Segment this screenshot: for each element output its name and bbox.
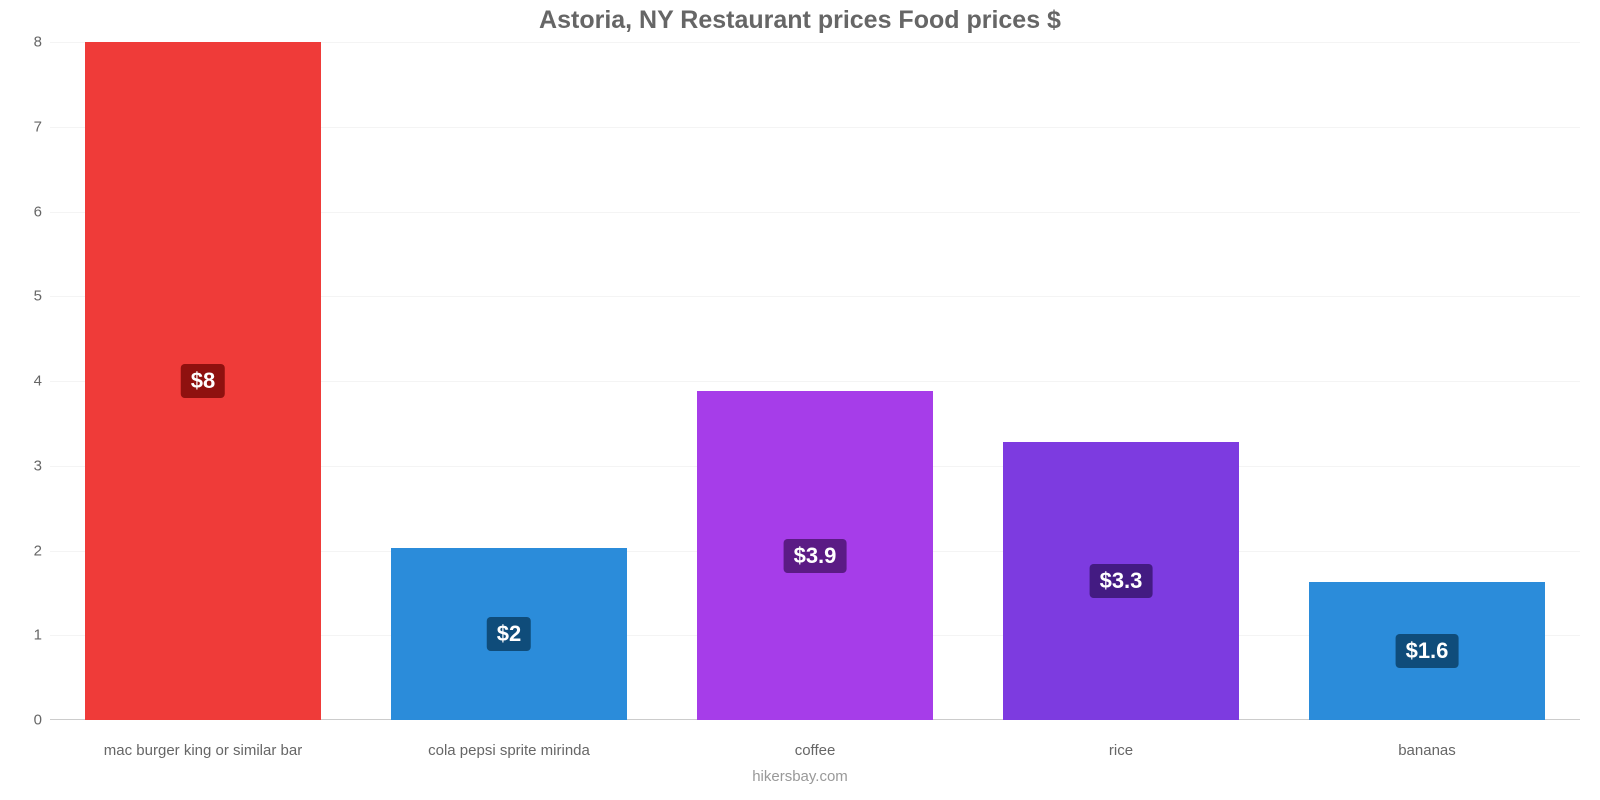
x-tick-label: coffee [795,742,836,759]
plot-area: 012345678$8mac burger king or similar ba… [50,42,1580,720]
price-bar-chart: Astoria, NY Restaurant prices Food price… [0,0,1600,800]
bar-value-label: $3.3 [1090,564,1153,598]
bar-value-label: $3.9 [784,539,847,573]
bar-value-label: $1.6 [1396,634,1459,668]
x-tick-label: rice [1109,742,1133,759]
chart-source: hikersbay.com [752,768,848,785]
x-tick-label: cola pepsi sprite mirinda [428,742,590,759]
y-tick-label: 1 [2,627,42,644]
y-tick-label: 4 [2,373,42,390]
y-tick-label: 7 [2,118,42,135]
x-tick-label: bananas [1398,742,1456,759]
bar-value-label: $2 [487,617,531,651]
chart-title: Astoria, NY Restaurant prices Food price… [0,0,1600,35]
y-tick-label: 3 [2,457,42,474]
y-tick-label: 8 [2,34,42,51]
y-tick-label: 0 [2,712,42,729]
x-tick-label: mac burger king or similar bar [104,742,302,759]
y-tick-label: 2 [2,542,42,559]
y-tick-label: 6 [2,203,42,220]
y-tick-label: 5 [2,288,42,305]
bar-value-label: $8 [181,364,225,398]
